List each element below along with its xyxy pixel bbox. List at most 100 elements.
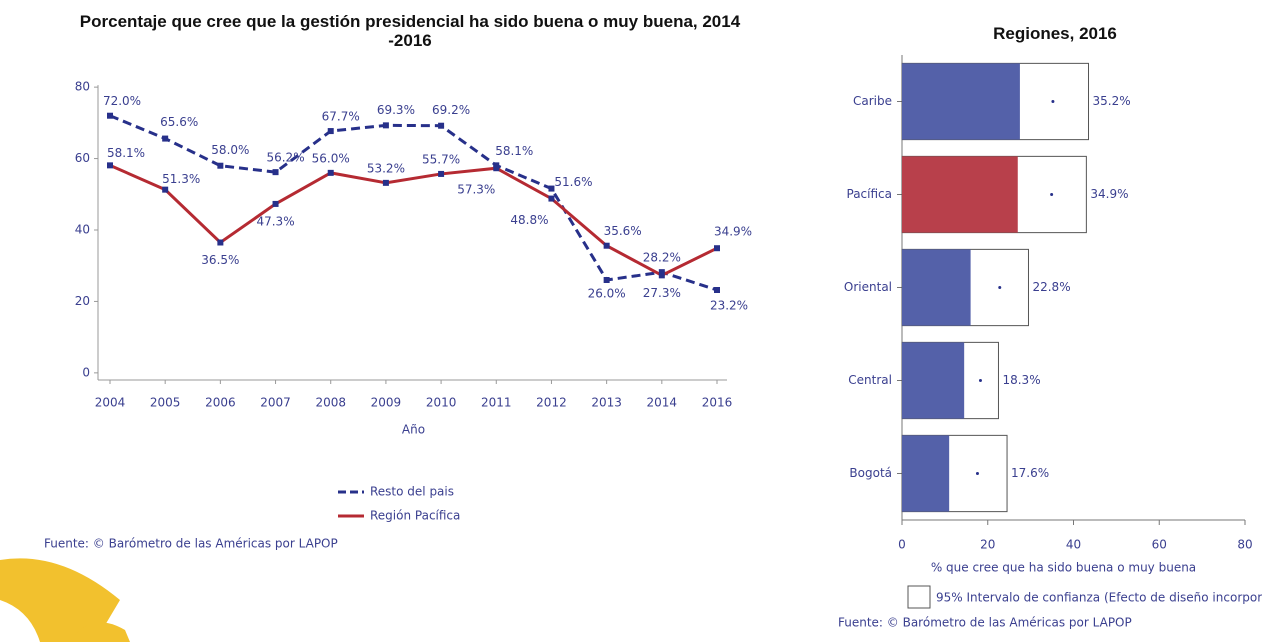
y-tick-label: 40 [75,223,90,237]
logo-part [70,622,130,642]
y-tick-label: Oriental [844,280,892,294]
data-label: 34.9% [714,225,752,239]
estimate-dot [975,472,979,475]
y-tick-label: 60 [75,151,90,165]
data-label: 27.3% [643,286,681,300]
data-label: 65.6% [160,115,198,129]
point [217,162,224,169]
estimate-dot [978,379,982,382]
data-label: 28.2% [643,251,681,265]
point [714,287,720,293]
point [603,242,610,249]
legend-label: Resto del pais [370,485,454,499]
legend-label: 95% Intervalo de confianza (Efecto de di… [936,591,1262,605]
data-label: 72.0% [103,94,141,108]
point [548,195,555,202]
data-label: 56.2% [266,151,304,165]
x-tick-label: 2005 [150,396,181,410]
y-tick-label: 20 [75,294,90,308]
data-label: 53.2% [367,161,405,175]
data-label: 69.3% [377,103,415,117]
estimate-dot [998,286,1002,289]
point [438,170,445,177]
legend-swatch [907,585,931,609]
estimate-dot [1051,100,1055,103]
point [107,112,113,119]
data-label: 34.9% [1090,187,1128,201]
x-axis-label: Año [402,423,425,437]
x-tick-label: 2012 [536,396,567,410]
bar-title: Regiones, 2016 [993,24,1117,43]
x-tick-label: 2009 [371,396,402,410]
point [327,169,334,176]
bar [902,156,1018,233]
point [272,169,279,176]
data-label: 55.7% [422,152,460,166]
series-line [109,114,718,292]
x-tick-label: 2014 [647,396,678,410]
data-label: 47.3% [256,214,294,228]
x-tick-label: 80 [1237,538,1252,552]
x-tick-label: 2010 [426,396,457,410]
x-tick-label: 60 [1152,538,1167,552]
x-tick-label: 2007 [260,396,291,410]
data-label: 36.5% [201,253,239,267]
point [327,128,334,135]
logo [0,558,120,642]
bar [902,63,1020,140]
data-label: 69.2% [432,103,470,117]
data-label: 56.0% [312,151,350,165]
data-label: 58.1% [107,146,145,160]
point [714,245,720,252]
y-tick-label: Pacífica [847,187,893,201]
x-tick-label: 2013 [591,396,622,410]
x-tick-label: 2006 [205,396,236,410]
data-label: 48.8% [510,213,548,227]
data-label: 35.2% [1093,94,1131,108]
point [658,272,665,279]
point [272,200,279,207]
series-line [109,163,718,278]
point [382,122,389,129]
point [603,277,610,283]
bar [902,342,965,419]
point [217,239,224,246]
y-tick-label: 80 [75,80,90,94]
line-title: Porcentaje que cree que la gestión presi… [79,12,741,50]
x-tick-label: 2008 [315,396,346,410]
point [162,186,169,193]
data-label: 57.3% [457,183,495,197]
x-tick-label: 2016 [702,396,733,410]
x-tick-label: 20 [980,538,995,552]
x-tick-label: 0 [898,538,906,552]
point [548,185,555,192]
x-axis-label: % que cree que ha sido buena o muy buena [931,561,1196,575]
source: Fuente: © Barómetro de las Américas por … [44,537,338,551]
estimate-dot [1050,193,1054,196]
point [382,179,389,186]
data-label: 17.6% [1011,466,1049,480]
data-label: 18.3% [1002,373,1040,387]
data-label: 51.3% [162,172,200,186]
point [493,165,500,172]
data-label: 22.8% [1032,280,1070,294]
data-label: 58.0% [211,143,249,157]
data-label: 23.2% [710,299,748,313]
data-label: 51.6% [554,175,592,189]
data-label: 26.0% [588,287,626,301]
bar [902,435,950,512]
point [162,135,169,142]
point [438,122,445,129]
x-tick-label: 2004 [95,396,126,410]
x-tick-label: 40 [1066,538,1081,552]
y-tick-label: Bogotá [849,466,892,480]
y-tick-label: Caribe [853,94,892,108]
source: Fuente: © Barómetro de las Américas por … [838,616,1132,630]
x-tick-label: 2011 [481,396,512,410]
bar [902,249,971,326]
data-label: 58.1% [495,144,533,158]
point [107,162,113,169]
legend-label: Región Pacífica [370,509,460,523]
